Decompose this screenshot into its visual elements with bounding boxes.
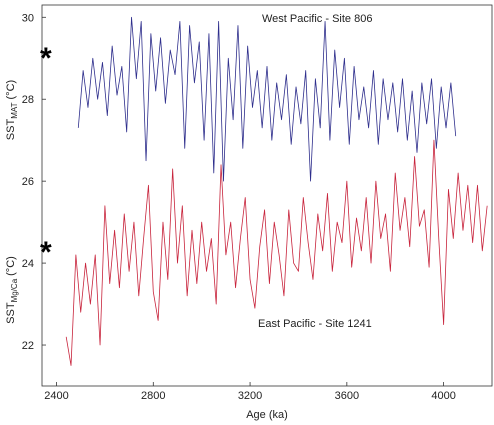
annotation-star: * (40, 236, 52, 269)
y-tick-label: 30 (22, 12, 34, 24)
annotation-star: * (40, 42, 52, 75)
y-tick-label: 22 (22, 340, 34, 352)
x-tick-label: 2400 (44, 390, 68, 402)
label-main: SST (5, 302, 17, 324)
data-line (65, 139, 488, 366)
y-axis-title: SSTMg/Ca (°C) (5, 256, 19, 324)
label-main: SST (5, 119, 17, 141)
data-line (77, 16, 457, 182)
annotation: East Pacific - Site 1241 (258, 318, 372, 330)
x-tick-label: 2800 (141, 390, 165, 402)
y-axis-title-text: SSTMg/Ca (°C) (5, 256, 19, 324)
label-unit: (°C) (5, 256, 17, 276)
x-tick-label: 3600 (335, 390, 359, 402)
label-sub: Mg/Ca (10, 278, 19, 302)
x-tick-label: 3200 (238, 390, 262, 402)
x-axis-title: Age (ka) (246, 409, 288, 421)
plot-frame (41, 4, 493, 387)
label-unit: (°C) (5, 80, 17, 100)
y-tick-label: 28 (22, 94, 34, 106)
annotation: West Pacific - Site 806 (262, 13, 372, 25)
y-axis-title-text: SSTMAT (°C) (5, 80, 19, 140)
x-tick-label: 4000 (431, 390, 455, 402)
y-tick-label: 26 (22, 176, 34, 188)
y-tick-label: 24 (22, 258, 34, 270)
label-sub: MAT (10, 102, 19, 118)
y-axis-title: SSTMAT (°C) (5, 80, 19, 140)
